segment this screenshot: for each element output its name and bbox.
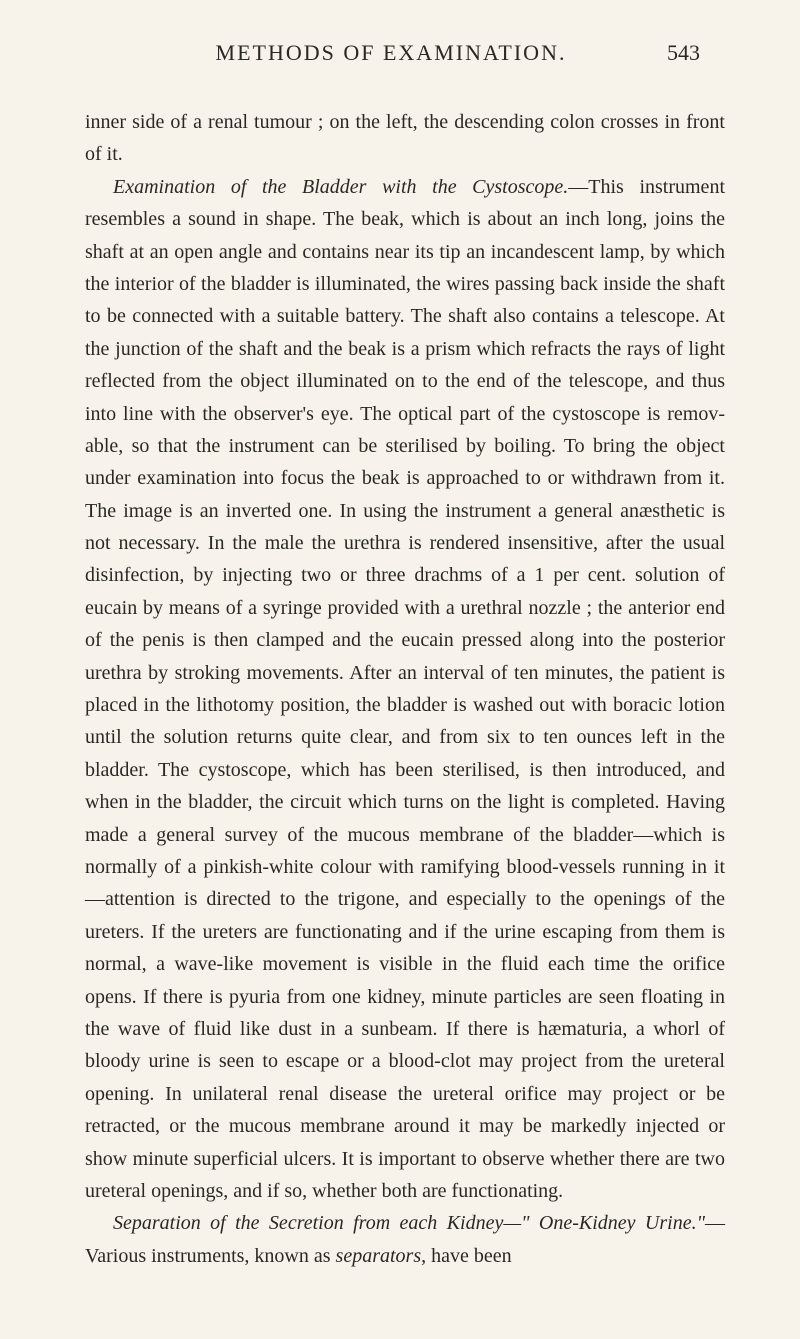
page-header: METHODS OF EXAMINATION. 543 xyxy=(85,40,725,66)
paragraph: inner side of a renal tumour ; on the le… xyxy=(85,106,725,171)
roman-text: inner side of a renal tumour ; on the le… xyxy=(85,111,725,165)
running-title: METHODS OF EXAMINATION. xyxy=(145,40,637,66)
roman-text: , have been xyxy=(421,1245,512,1267)
italic-text: separators xyxy=(336,1245,422,1267)
italic-text: Examination of the Bladder with the Cyst… xyxy=(113,176,568,198)
paragraph: Examination of the Bladder with the Cyst… xyxy=(85,171,725,1208)
italic-text: Separation of the Secretion from each Ki… xyxy=(113,1212,705,1234)
page-number: 543 xyxy=(667,40,700,66)
body-text: inner side of a renal tumour ; on the le… xyxy=(85,106,725,1272)
paragraph: Separation of the Secretion from each Ki… xyxy=(85,1207,725,1272)
roman-text: —This in­strument resembles a sound in s… xyxy=(85,176,725,1202)
